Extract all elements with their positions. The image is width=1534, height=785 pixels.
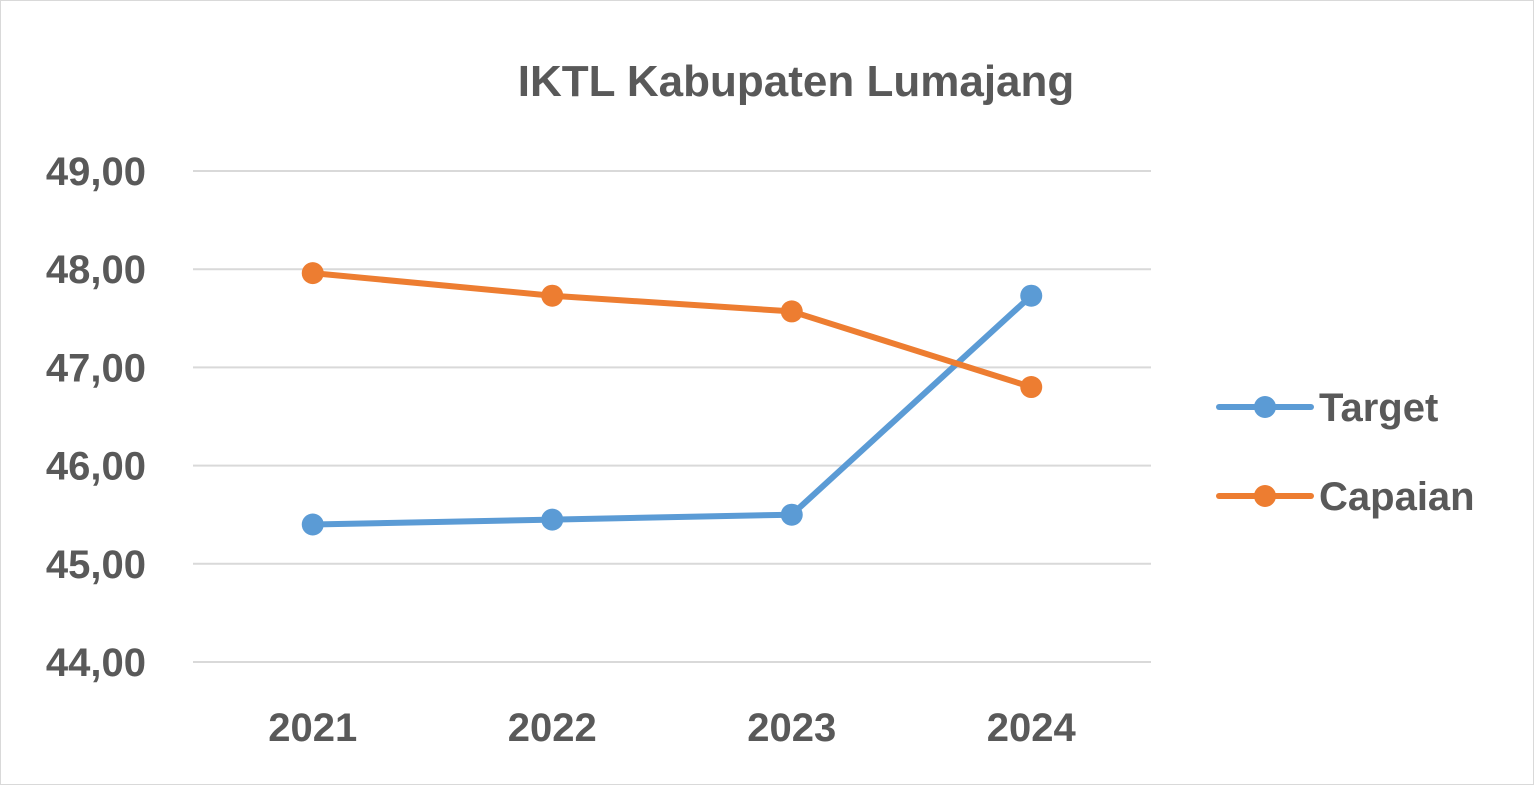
- series-target: [301, 284, 1043, 536]
- legend-label-target: Target: [1319, 386, 1438, 430]
- series-capaian: [301, 262, 1043, 399]
- legend: Target Capaian: [1216, 386, 1475, 519]
- series-layer: [301, 262, 1043, 536]
- y-tick-label: 49,00: [46, 150, 146, 194]
- y-tick-label: 48,00: [46, 248, 146, 292]
- legend-marker-capaian: [1254, 485, 1276, 507]
- data-point-target-2024: [1020, 284, 1043, 307]
- data-point-target-2023: [780, 503, 803, 526]
- y-tick-label: 46,00: [46, 445, 146, 489]
- legend-item-capaian: Capaian: [1216, 475, 1475, 519]
- x-tick-label-2021: 2021: [268, 706, 357, 750]
- data-point-capaian-2021: [301, 262, 324, 285]
- data-point-capaian-2022: [541, 284, 564, 307]
- x-tick-label-2023: 2023: [747, 706, 836, 750]
- x-axis-tick-labels: 2021 2022 2023 2024: [268, 706, 1076, 750]
- gridlines: [193, 170, 1151, 663]
- data-point-target-2021: [301, 513, 324, 536]
- legend-marker-target: [1254, 396, 1276, 418]
- x-tick-label-2022: 2022: [508, 706, 597, 750]
- series-line-target: [309, 292, 1035, 528]
- legend-item-target: Target: [1216, 386, 1438, 430]
- data-point-target-2022: [541, 508, 564, 531]
- y-tick-label: 44,00: [46, 641, 146, 685]
- y-tick-label: 45,00: [46, 543, 146, 587]
- series-line-capaian: [309, 270, 1035, 391]
- x-tick-label-2024: 2024: [987, 706, 1077, 750]
- legend-label-capaian: Capaian: [1319, 475, 1475, 519]
- y-tick-label: 47,00: [46, 346, 146, 390]
- chart-title: IKTL Kabupaten Lumajang: [518, 57, 1075, 106]
- data-point-capaian-2023: [780, 300, 803, 323]
- data-point-capaian-2024: [1020, 376, 1043, 399]
- y-axis-tick-labels: 44,00 45,00 46,00 47,00 48,00 49,00: [46, 150, 146, 685]
